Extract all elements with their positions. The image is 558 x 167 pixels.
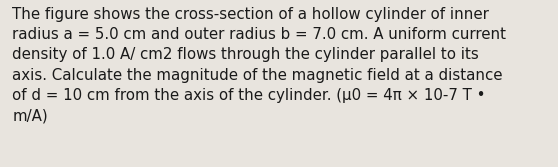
Text: The figure shows the cross-section of a hollow cylinder of inner
radius a = 5.0 : The figure shows the cross-section of a … [12,7,506,124]
